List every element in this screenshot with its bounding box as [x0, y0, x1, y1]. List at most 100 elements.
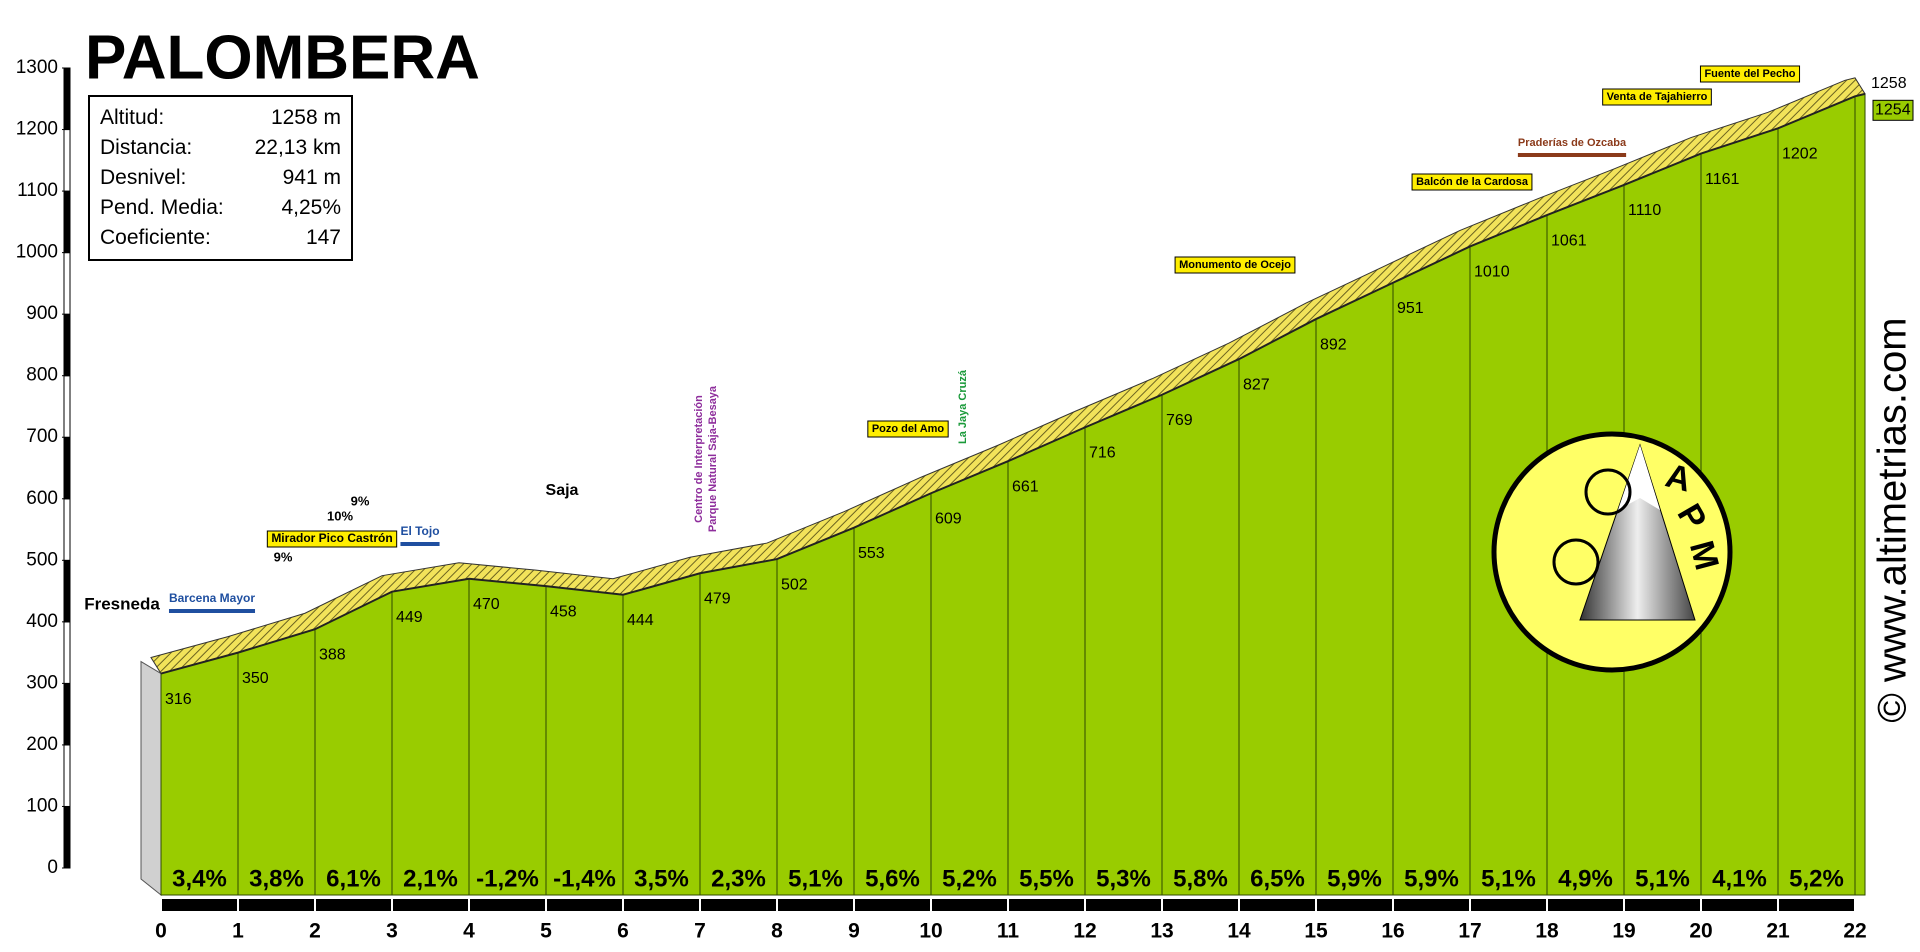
y-axis-bar: [63, 313, 71, 377]
info-row: Distancia: 22,13 km: [100, 133, 341, 163]
altitude-label: 1110: [1628, 202, 1661, 219]
gradient-segment: [1007, 426, 1086, 896]
y-tick-label: 700: [26, 426, 58, 447]
y-axis-bar: [63, 375, 71, 438]
annotation: Barcena Mayor: [169, 591, 255, 605]
altitude-label: 553: [858, 545, 885, 562]
x-tick-label: 8: [771, 920, 783, 943]
gradient-segment: [1161, 358, 1240, 896]
info-row: Coeficiente: 147: [100, 223, 341, 253]
x-ruler: [932, 899, 1007, 911]
gradient-label: 6,5%: [1250, 865, 1305, 892]
profile-line: [160, 92, 1866, 675]
y-axis-bar: [63, 559, 71, 623]
x-ruler: [1086, 899, 1161, 911]
x-ruler: [1317, 899, 1392, 911]
altitude-label: 1161: [1705, 171, 1740, 188]
x-ruler: [470, 899, 545, 911]
y-tick-label: 800: [26, 365, 58, 386]
watermark: © www.altimetrias.com: [1871, 317, 1915, 722]
altitude-label: 951: [1397, 300, 1424, 317]
altitude-label: 1258: [1871, 75, 1907, 92]
y-axis-bar: [63, 805, 71, 869]
y-tick-label: 900: [26, 303, 58, 324]
y-axis-bar: [63, 190, 71, 254]
x-tick-label: 15: [1304, 920, 1328, 943]
y-axis-bar: [63, 67, 71, 131]
altitude-label: 1254: [1875, 102, 1911, 119]
x-tick-label: 20: [1689, 920, 1712, 943]
annotation: Balcón de la Cardosa: [1416, 176, 1529, 188]
info-value: 4,25%: [281, 196, 341, 219]
annotation: Venta de Tajahierro: [1607, 91, 1708, 103]
x-tick-label: 3: [386, 920, 398, 943]
gradient-segment: [699, 558, 778, 896]
info-label: Desnivel:: [100, 166, 187, 189]
info-label: Altitud:: [100, 106, 165, 129]
y-axis-bar: [63, 436, 71, 500]
gradient-segment: [1777, 95, 1856, 896]
y-tick-label: 1000: [16, 242, 58, 263]
gradient-label: 5,1%: [1481, 865, 1536, 892]
x-ruler: [624, 899, 699, 911]
gradient-label: 5,1%: [1635, 865, 1690, 892]
gradient-label: 5,1%: [788, 865, 843, 892]
info-value: 941 m: [282, 166, 341, 189]
gradient-label: 3,8%: [249, 865, 304, 892]
y-tick-label: 600: [26, 488, 58, 509]
profile-tail: [1854, 93, 1866, 896]
altitude-label: 444: [627, 612, 654, 629]
info-label: Pend. Media:: [100, 196, 224, 219]
x-ruler: [393, 899, 468, 911]
x-tick-label: 13: [1150, 920, 1173, 943]
x-ruler: [162, 899, 237, 911]
info-label: Distancia:: [100, 136, 193, 159]
altitude-label: 1061: [1551, 232, 1587, 249]
gradient-label: -1,2%: [476, 865, 539, 892]
x-tick-label: 21: [1766, 920, 1790, 943]
gradient-segment: [1315, 281, 1394, 896]
x-tick-label: 17: [1458, 920, 1481, 943]
logo-wheel: [1584, 468, 1632, 516]
gradient-label: 5,9%: [1404, 865, 1459, 892]
annotation: 9%: [274, 549, 293, 564]
info-box: Altitud: 1258 m Distancia: 22,13 km Desnivel…: [88, 95, 353, 261]
gradient-segment: [468, 578, 547, 896]
y-tick-label: 400: [26, 611, 58, 632]
gradient-label: 5,5%: [1019, 865, 1074, 892]
gradient-label: 3,4%: [172, 865, 227, 892]
x-ruler: [855, 899, 930, 911]
altitude-box: [1872, 99, 1914, 121]
altitude-label: 716: [1089, 445, 1116, 462]
x-tick-label: 12: [1073, 920, 1096, 943]
altitude-label: 388: [319, 646, 346, 663]
x-tick-label: 16: [1381, 920, 1404, 943]
gradient-segment: [1238, 318, 1317, 896]
profile-side: [140, 660, 162, 897]
annotation: Praderías de Ozcaba: [1518, 137, 1627, 149]
altitude-label: 609: [935, 510, 962, 527]
annotation-box: [867, 420, 949, 438]
gradient-label: 2,3%: [711, 865, 766, 892]
altitude-label: 470: [473, 596, 500, 613]
altitude-label: 479: [704, 590, 731, 607]
gradient-segment: [391, 578, 470, 896]
x-tick-label: 4: [463, 920, 475, 943]
y-tick-label: 300: [26, 672, 58, 693]
annotation-box: [266, 530, 398, 548]
logo-wheel: [1552, 538, 1600, 586]
info-row: Desnivel: 941 m: [100, 163, 341, 193]
x-ruler: [1394, 899, 1469, 911]
info-value: 147: [305, 226, 341, 249]
x-tick-label: 14: [1227, 920, 1251, 943]
gradient-label: 4,9%: [1558, 865, 1613, 892]
x-ruler: [1471, 899, 1546, 911]
y-tick-label: 1200: [16, 119, 58, 140]
annotation: La Jaya Cruzá: [957, 369, 969, 444]
annotation: Centro de Interpretación: [693, 395, 705, 523]
gradient-label: 5,9%: [1327, 865, 1382, 892]
altitude-label: 827: [1243, 376, 1270, 393]
annotation: Pozo del Amo: [872, 423, 945, 435]
